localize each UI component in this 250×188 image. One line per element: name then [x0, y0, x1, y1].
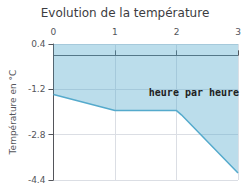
svg-text:-1.2: -1.2 [28, 84, 46, 94]
svg-text:2: 2 [174, 27, 180, 37]
svg-text:1: 1 [112, 27, 118, 37]
svg-text:heure par heure: heure par heure [149, 87, 239, 98]
svg-text:0: 0 [51, 27, 57, 37]
svg-text:0.4: 0.4 [31, 39, 46, 49]
svg-text:-4.4: -4.4 [28, 175, 46, 185]
svg-text:Evolution de la température: Evolution de la température [41, 6, 210, 20]
svg-text:Température en °C: Température en °C [8, 70, 18, 156]
svg-text:-2.8: -2.8 [28, 130, 46, 140]
svg-text:3: 3 [235, 27, 241, 37]
